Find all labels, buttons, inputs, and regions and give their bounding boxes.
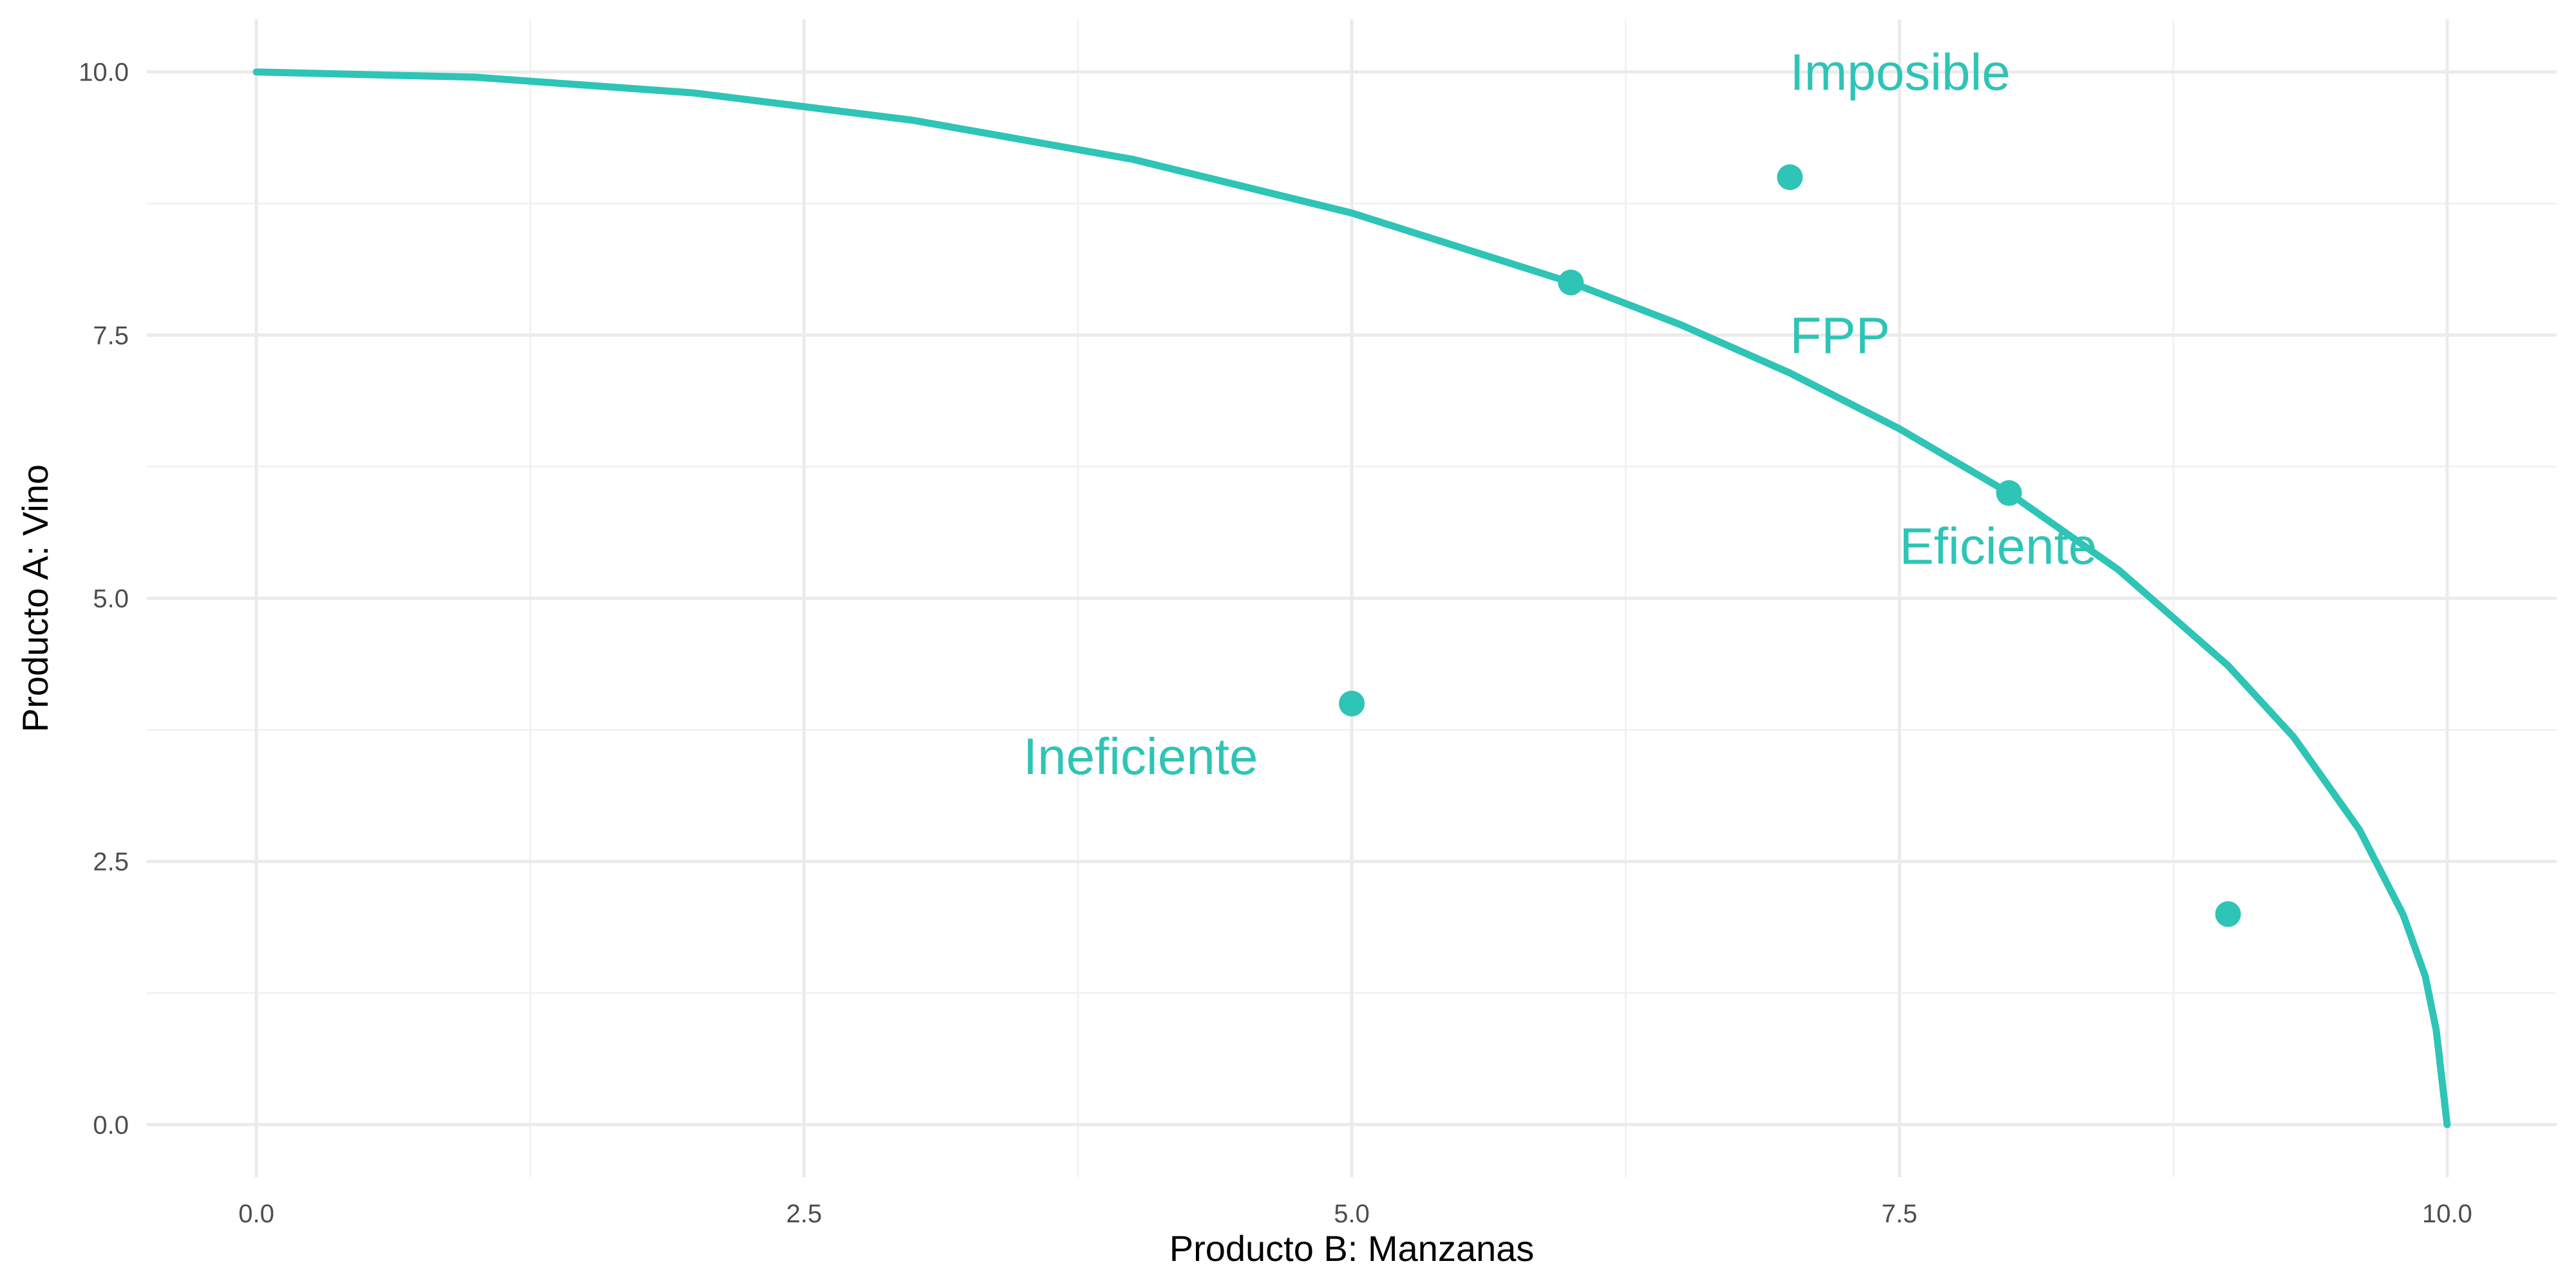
x-tick-label: 10.0: [2422, 1200, 2472, 1228]
annotations: Imposible FPP Eficiente Ineficiente: [1023, 44, 2098, 785]
annotation-label: Imposible: [1790, 44, 2010, 101]
x-axis-title: Producto B: Manzanas: [1170, 1228, 1535, 1269]
y-tick-label: 2.5: [93, 848, 129, 876]
frontier-series: [252, 68, 2451, 1128]
y-axis-ticks: 0.0 2.5 5.0 7.5 10.0: [79, 59, 129, 1140]
data-point: [2215, 901, 2241, 927]
x-tick-label: 7.5: [1882, 1200, 1918, 1228]
y-axis-title: Producto A: Vino: [15, 464, 55, 732]
data-point: [1558, 269, 1584, 296]
major-gridlines: [147, 19, 2557, 1177]
x-axis-ticks: 0.0 2.5 5.0 7.5 10.0: [238, 1200, 2472, 1228]
data-points: [1339, 164, 2241, 927]
annotation-label: Ineficiente: [1023, 728, 1258, 785]
annotation-label: Eficiente: [1899, 517, 2097, 574]
x-tick-label: 2.5: [786, 1200, 822, 1228]
y-tick-label: 0.0: [93, 1111, 129, 1139]
y-tick-label: 7.5: [93, 321, 129, 350]
x-tick-label: 0.0: [238, 1200, 274, 1228]
annotation-label: FPP: [1790, 307, 1890, 364]
data-point: [1777, 164, 1803, 191]
y-tick-label: 10.0: [79, 59, 129, 87]
frontier-line: [252, 68, 2451, 1128]
y-tick-label: 5.0: [93, 585, 129, 613]
data-point: [1339, 690, 1365, 717]
x-tick-label: 5.0: [1334, 1200, 1370, 1228]
data-point: [1996, 480, 2022, 506]
